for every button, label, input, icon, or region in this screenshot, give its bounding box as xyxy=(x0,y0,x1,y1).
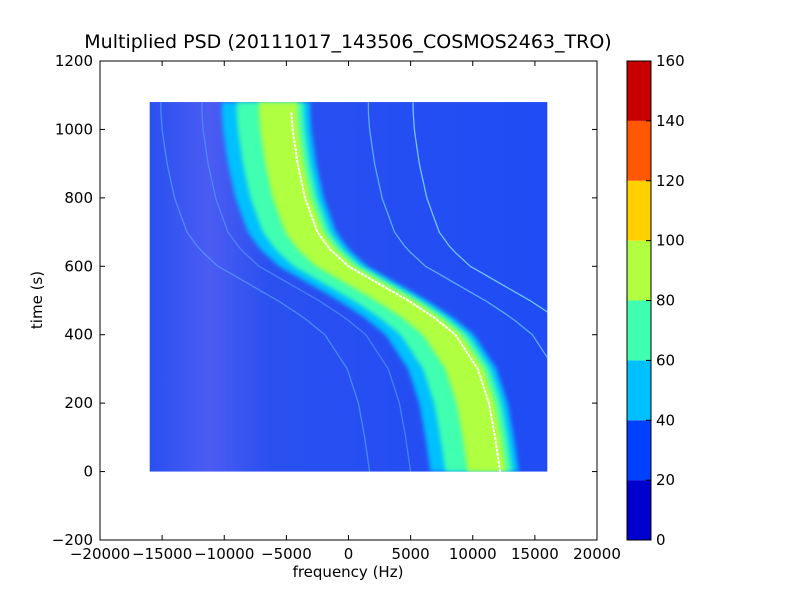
colorbar-tick-label: 60 xyxy=(656,351,675,369)
y-axis-ticks: −200 0 200 400 600 800 1000 1200 xyxy=(52,52,597,549)
y-tick-label: 800 xyxy=(64,189,93,207)
x-axis-label: frequency (Hz) xyxy=(293,563,404,581)
faint-trace-3 xyxy=(367,102,548,359)
y-tick-label: 1000 xyxy=(55,120,93,138)
y-tick-label: 200 xyxy=(64,394,93,412)
y-axis-label: time (s) xyxy=(28,271,46,329)
x-tick-label: −20000 xyxy=(70,545,130,563)
colorbar-tick-label: 80 xyxy=(656,292,675,310)
colorbar-tick-label: 140 xyxy=(656,112,685,130)
faint-trace-1 xyxy=(160,102,371,472)
x-tick-label: 5000 xyxy=(392,545,430,563)
colorbar-tick-label: 20 xyxy=(656,471,675,489)
colorbar-segment xyxy=(627,61,651,121)
colorbar-segment xyxy=(627,300,651,361)
y-tick-label: −200 xyxy=(52,531,93,549)
colorbar-tick-label: 120 xyxy=(656,172,685,190)
y-tick-label: 1200 xyxy=(55,52,93,70)
x-axis-ticks: −20000 −15000 −10000 −5000 0 5000 10000 15000 20… xyxy=(70,61,621,563)
faint-trace-4 xyxy=(412,102,548,313)
colorbar: 0 20 40 60 80 100 120 140 160 xyxy=(626,52,685,549)
x-tick-label: 0 xyxy=(344,545,354,563)
y-tick-label: 400 xyxy=(64,326,93,344)
x-tick-label: 20000 xyxy=(573,545,621,563)
colorbar-segment xyxy=(627,120,651,181)
colorbar-segment xyxy=(627,240,651,301)
x-tick-label: −5000 xyxy=(261,545,312,563)
colorbar-segment xyxy=(627,360,651,421)
colorbar-tick-label: 40 xyxy=(656,411,675,429)
colorbar-tick-label: 160 xyxy=(656,52,685,70)
doppler-trace xyxy=(290,112,502,472)
colorbar-tick-label: 100 xyxy=(656,232,685,250)
x-tick-label: 10000 xyxy=(449,545,497,563)
colorbar-segment xyxy=(627,180,651,241)
plot-area: −20000 −15000 −10000 −5000 0 5000 10000 15000 20… xyxy=(52,52,621,563)
x-tick-label: 15000 xyxy=(511,545,559,563)
x-tick-label: −10000 xyxy=(194,545,254,563)
faint-trace-2 xyxy=(201,102,412,472)
faint-signal-traces xyxy=(160,102,548,472)
colorbar-segment xyxy=(627,420,651,481)
colorbar-tick-label: 0 xyxy=(656,531,666,549)
y-tick-label: 600 xyxy=(64,257,93,275)
chart-title: Multiplied PSD (20111017_143506_COSMOS24… xyxy=(84,31,611,53)
x-tick-label: −15000 xyxy=(132,545,192,563)
colorbar-segment xyxy=(627,480,651,540)
y-tick-label: 0 xyxy=(83,463,93,481)
